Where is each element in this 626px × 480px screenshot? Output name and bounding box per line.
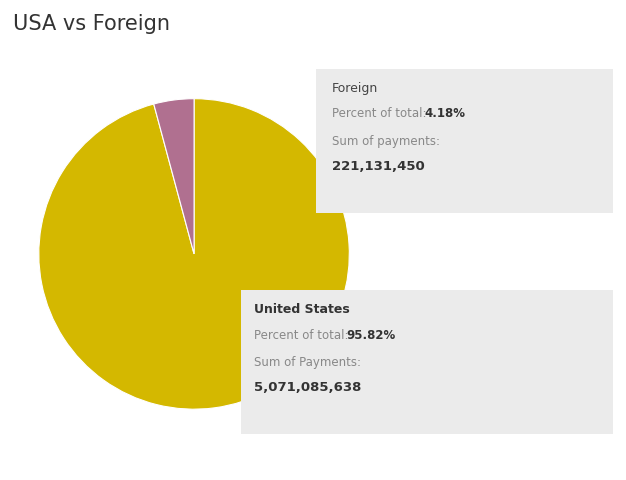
Text: USA vs Foreign: USA vs Foreign — [13, 14, 170, 35]
Wedge shape — [154, 99, 194, 254]
Text: 221,131,450: 221,131,450 — [332, 160, 424, 173]
Text: Percent of total:: Percent of total: — [254, 328, 352, 341]
Text: 5,071,085,638: 5,071,085,638 — [254, 381, 361, 394]
Text: Foreign: Foreign — [332, 82, 378, 95]
Text: 95.82%: 95.82% — [346, 328, 396, 341]
Text: Percent of total:: Percent of total: — [332, 107, 430, 120]
Text: 4.18%: 4.18% — [424, 107, 465, 120]
Wedge shape — [39, 99, 349, 409]
Text: Sum of Payments:: Sum of Payments: — [254, 355, 361, 368]
Text: Sum of payments:: Sum of payments: — [332, 134, 440, 147]
Text: United States: United States — [254, 302, 349, 315]
